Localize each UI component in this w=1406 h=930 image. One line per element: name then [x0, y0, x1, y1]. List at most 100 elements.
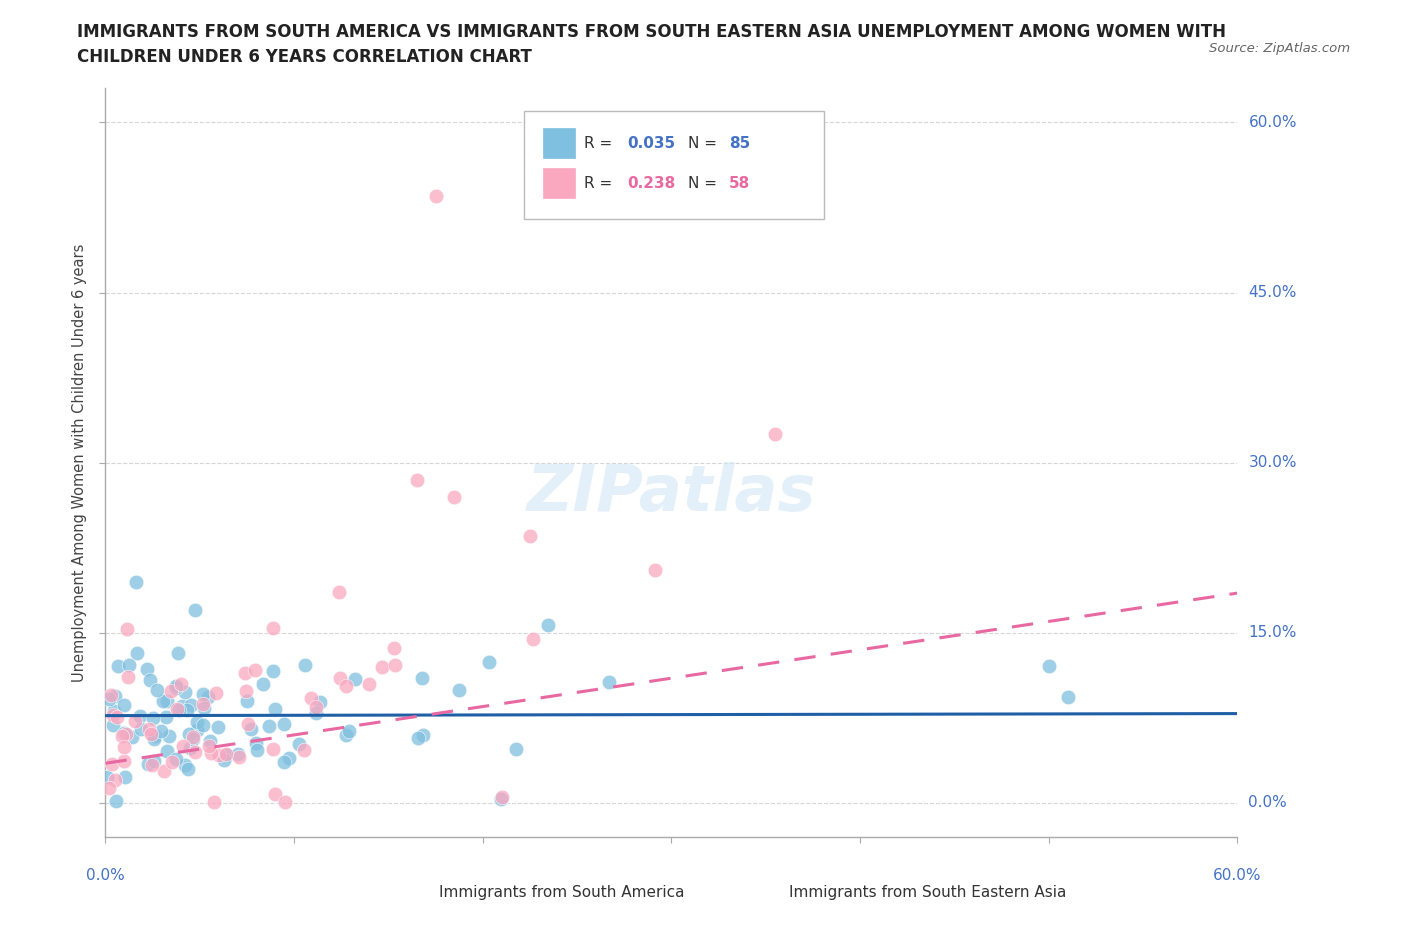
Point — [112, 725, 135, 740]
Point — [167, 702, 190, 717]
Point — [155, 709, 177, 724]
Point — [257, 718, 280, 733]
Point — [287, 737, 309, 751]
Text: 0.035: 0.035 — [627, 136, 675, 151]
Point — [112, 698, 135, 712]
Point — [406, 731, 429, 746]
Point — [491, 791, 513, 806]
Point — [143, 728, 166, 743]
Point — [157, 729, 180, 744]
Point — [160, 755, 183, 770]
Point — [236, 694, 259, 709]
Point — [105, 710, 128, 724]
Text: 30.0%: 30.0% — [1249, 455, 1296, 471]
Point — [447, 683, 470, 698]
Text: 58: 58 — [730, 176, 751, 191]
Point — [135, 661, 157, 676]
Point — [177, 726, 200, 741]
Point — [477, 655, 499, 670]
Point — [183, 603, 205, 618]
Point — [233, 665, 256, 680]
Point — [200, 746, 222, 761]
Text: 45.0%: 45.0% — [1249, 285, 1296, 300]
Point — [103, 704, 125, 719]
Point — [174, 684, 197, 699]
Point — [114, 753, 136, 768]
Point — [197, 690, 219, 705]
Text: 0.238: 0.238 — [627, 176, 675, 191]
Text: R =: R = — [585, 176, 617, 191]
Point — [155, 744, 177, 759]
Point — [505, 741, 527, 756]
Point — [411, 671, 433, 685]
Point — [329, 671, 352, 685]
Point — [522, 631, 544, 646]
Point — [273, 754, 295, 769]
Point — [198, 739, 221, 754]
Bar — [544, 128, 575, 158]
Point — [382, 641, 405, 656]
Point — [146, 683, 169, 698]
Point — [153, 764, 176, 778]
Point — [343, 671, 366, 686]
Point — [121, 730, 143, 745]
Bar — [756, 881, 782, 904]
Point — [142, 711, 165, 725]
Point — [644, 563, 666, 578]
Point — [292, 742, 315, 757]
Text: Immigrants from South America: Immigrants from South America — [439, 885, 685, 900]
Point — [96, 769, 118, 784]
Point — [491, 790, 513, 804]
Point — [191, 697, 214, 711]
Point — [405, 472, 427, 487]
Point — [127, 645, 149, 660]
Point — [98, 780, 121, 795]
Point — [118, 658, 141, 672]
Text: 85: 85 — [730, 136, 751, 151]
Point — [165, 751, 187, 766]
Point — [328, 584, 350, 599]
Point — [304, 706, 326, 721]
Point — [335, 727, 357, 742]
Point — [143, 753, 166, 768]
Point — [277, 751, 299, 765]
Text: 60.0%: 60.0% — [1213, 868, 1261, 883]
Point — [384, 658, 406, 672]
Point — [273, 716, 295, 731]
Point — [156, 694, 179, 709]
Point — [412, 727, 434, 742]
Point — [262, 620, 284, 635]
Point — [305, 699, 328, 714]
Point — [170, 677, 193, 692]
Point — [228, 750, 250, 764]
Point — [104, 793, 127, 808]
Point — [252, 676, 274, 691]
Point — [141, 757, 163, 772]
Bar — [405, 881, 430, 904]
Point — [166, 701, 188, 716]
Text: 15.0%: 15.0% — [1249, 625, 1296, 641]
Point — [181, 732, 204, 747]
Point — [129, 709, 152, 724]
Point — [176, 703, 198, 718]
Point — [186, 723, 208, 737]
Point — [309, 695, 332, 710]
Point — [245, 736, 267, 751]
Point — [165, 679, 187, 694]
Point — [150, 724, 173, 738]
Point — [97, 691, 120, 706]
Point — [335, 678, 357, 693]
Point — [136, 757, 159, 772]
Point — [117, 670, 139, 684]
Point — [170, 698, 193, 713]
Text: 0.0%: 0.0% — [86, 868, 125, 883]
Text: N =: N = — [689, 136, 723, 151]
Y-axis label: Unemployment Among Women with Children Under 6 years: Unemployment Among Women with Children U… — [72, 244, 87, 682]
Text: 60.0%: 60.0% — [1249, 115, 1296, 130]
Point — [262, 664, 284, 679]
Point — [111, 728, 134, 743]
Point — [1038, 658, 1060, 673]
Point — [200, 733, 222, 748]
Point — [537, 618, 560, 632]
Point — [152, 694, 174, 709]
